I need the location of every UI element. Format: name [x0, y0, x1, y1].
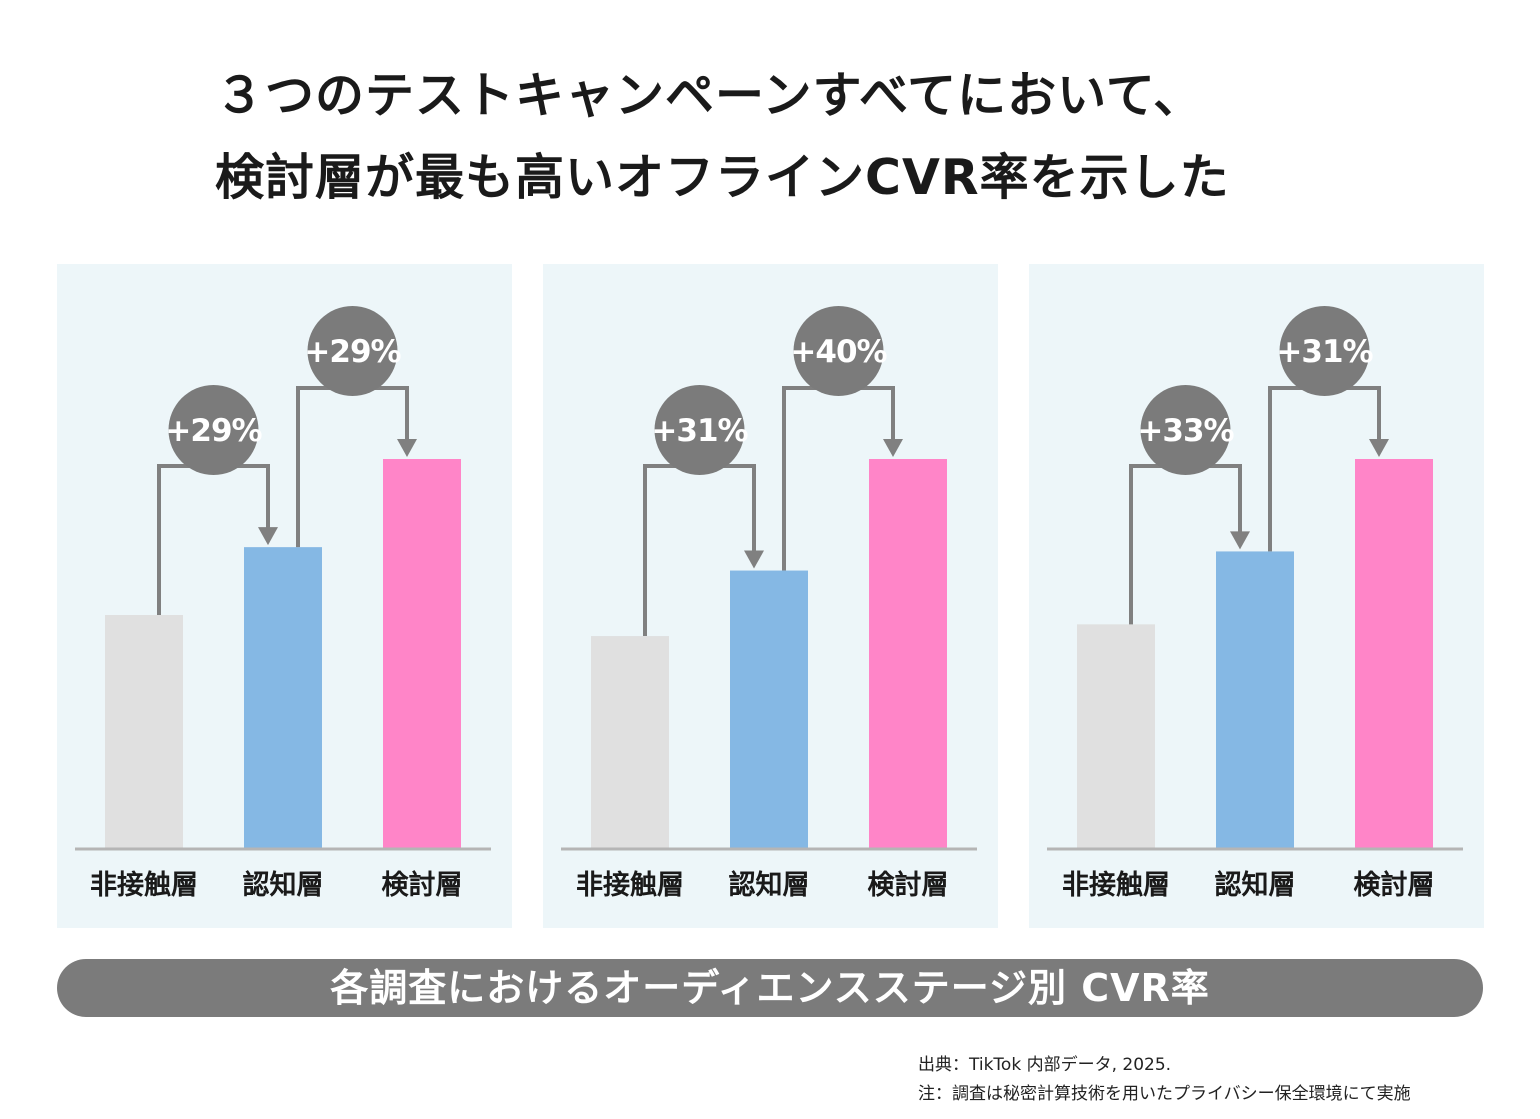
category-label: 非接触層	[1062, 870, 1170, 901]
increase-bubble	[1279, 306, 1370, 396]
increase-bubble	[307, 306, 398, 396]
increase-bubble	[793, 306, 884, 396]
bar-non-contact	[105, 615, 183, 849]
category-label: 検討層	[868, 869, 949, 901]
category-label: 非接触層	[576, 870, 684, 901]
arrow-head	[744, 550, 764, 569]
increase-label: +29%	[304, 334, 401, 370]
category-label: 検討層	[382, 869, 463, 901]
category-label: 検討層	[1354, 869, 1435, 901]
increase-label: +33%	[1137, 413, 1234, 449]
bar-consideration	[869, 459, 947, 849]
bar-consideration	[1355, 459, 1433, 849]
arrow-head	[883, 439, 903, 457]
bar-chart-3: 非接触層 認知層 検討層 +33% +31%	[1047, 306, 1463, 901]
arrow-head	[397, 439, 417, 457]
category-label: 認知層	[729, 869, 810, 901]
bar-awareness	[244, 547, 322, 849]
category-label: 認知層	[1215, 869, 1296, 901]
increase-label: +29%	[165, 413, 262, 449]
bar-consideration	[383, 459, 461, 849]
chart-panel-1: 非接触層 認知層 検討層 +29% +29%	[57, 264, 512, 928]
increase-label: +31%	[651, 413, 748, 449]
bar-chart-2: 非接触層 認知層 検討層 +31% +40%	[561, 306, 977, 901]
increase-bubble	[654, 385, 745, 475]
title-line-2: 検討層が最も高いオフラインCVR率を示した	[215, 149, 1230, 206]
arrow-head	[1230, 531, 1250, 550]
increase-bubble	[168, 385, 259, 475]
bar-awareness	[1216, 551, 1294, 849]
arrow-head	[1369, 439, 1389, 457]
category-label: 非接触層	[90, 870, 198, 901]
increase-label: +40%	[790, 334, 887, 370]
arrow-head	[258, 527, 278, 546]
page-title: ３つのテストキャンペーンすべてにおいて、 検討層が最も高いオフラインCVR率を示…	[215, 55, 1415, 219]
source-footnote: 出典：TikTok 内部データ, 2025.	[918, 1055, 1172, 1075]
category-label: 認知層	[243, 869, 324, 901]
increase-label: +31%	[1276, 334, 1373, 370]
title-line-1: ３つのテストキャンペーンすべてにおいて、	[215, 67, 1204, 124]
bar-chart-1: 非接触層 認知層 検討層 +29% +29%	[75, 306, 491, 901]
method-footnote: 注：調査は秘密計算技術を用いたプライバシー保全環境にて実施	[918, 1084, 1411, 1104]
chart-panel-2: 非接触層 認知層 検討層 +31% +40%	[543, 264, 998, 928]
bar-awareness	[730, 570, 808, 849]
chart-panel-3: 非接触層 認知層 検討層 +33% +31%	[1029, 264, 1484, 928]
bar-non-contact	[1077, 624, 1155, 849]
chart-caption-banner: 各調査におけるオーディエンスステージ別 CVR率	[57, 959, 1483, 1017]
bar-non-contact	[591, 636, 669, 849]
increase-bubble	[1140, 385, 1231, 475]
